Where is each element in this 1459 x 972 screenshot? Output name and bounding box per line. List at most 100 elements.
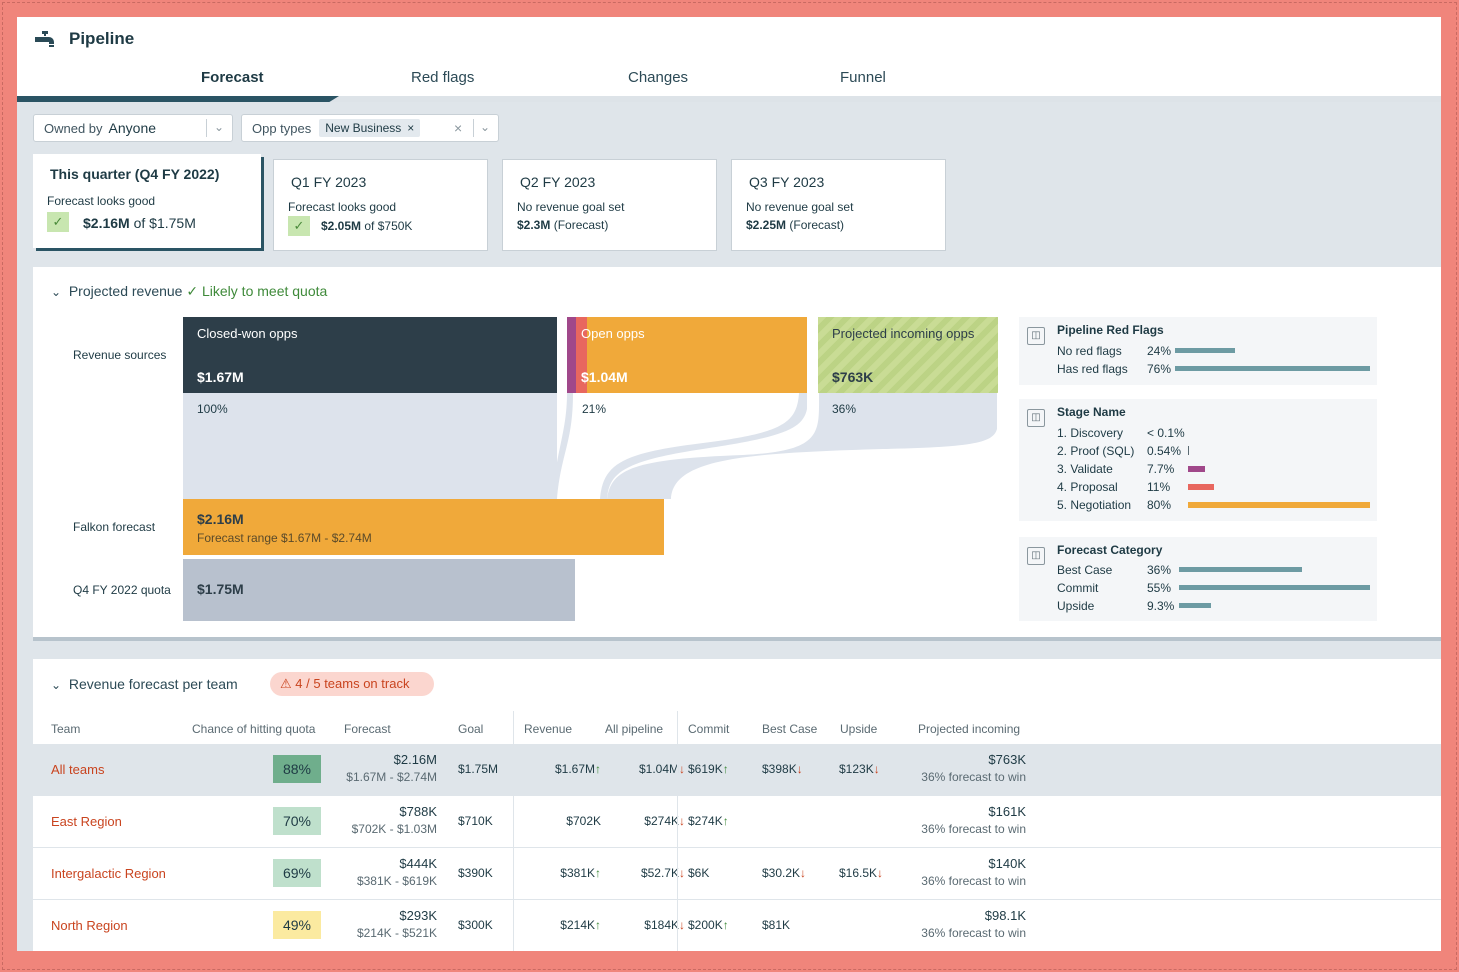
tab-funnel[interactable]: Funnel xyxy=(840,69,886,86)
arrow-up-icon: ↑ xyxy=(595,762,601,776)
pipeline-cell: $274K↓ xyxy=(593,814,685,828)
stage-name-card[interactable]: ◫ Stage Name 1. Discovery < 0.1% 2. Proo… xyxy=(1019,399,1377,521)
red-flags-item-bar xyxy=(1175,366,1370,371)
arrow-up-icon: ↑ xyxy=(722,918,729,932)
tab-red-flags[interactable]: Red flags xyxy=(411,69,475,86)
quarter-status: Forecast looks good xyxy=(288,200,397,214)
quarter-card-q2[interactable]: Q2 FY 2023 No revenue goal set $2.3M (Fo… xyxy=(502,159,717,251)
chevron-down-icon[interactable]: ⌄ xyxy=(51,285,62,299)
falkon-forecast-value: $2.16M xyxy=(197,511,244,527)
best-case-cell: $398K↓ xyxy=(762,762,803,776)
chevron-down-icon[interactable]: ⌄ xyxy=(214,120,225,134)
chance-badge: 49% xyxy=(273,911,321,939)
forecast-range: $1.67M - $2.74M xyxy=(346,770,437,784)
col-upside[interactable]: Upside xyxy=(840,722,878,736)
tab-active-indicator xyxy=(17,96,339,102)
revenue-value: $214K xyxy=(560,918,595,932)
quarter-value-line: $2.05M of $750K xyxy=(321,219,412,233)
col-best-case[interactable]: Best Case xyxy=(762,722,818,736)
quarter-card-q1[interactable]: Q1 FY 2023 Forecast looks good ✓ $2.05M … xyxy=(273,159,488,251)
table-row[interactable]: Intergalactic Region 69% $444K $381K - $619… xyxy=(33,848,1441,900)
quarter-card-q4[interactable]: This quarter (Q4 FY 2022) Forecast looks… xyxy=(33,154,261,248)
open-opps-segment-validate xyxy=(567,317,576,393)
projected-incoming-pct: 36% xyxy=(832,402,857,416)
tab-changes[interactable]: Changes xyxy=(628,69,689,86)
incoming-value: $140K xyxy=(988,856,1026,871)
projected-incoming-block[interactable]: Projected incoming opps $763K xyxy=(818,317,998,393)
chevron-down-icon[interactable]: ⌄ xyxy=(51,678,62,692)
chance-badge: 88% xyxy=(273,755,321,783)
filter-divider xyxy=(206,119,207,137)
pipeline-value: $1.04M xyxy=(638,762,679,776)
red-flags-item-value: 24% xyxy=(1147,344,1172,358)
quarter-status: No revenue goal set xyxy=(746,200,854,214)
clear-icon[interactable]: × xyxy=(454,120,463,136)
pipeline-cell: $184K↓ xyxy=(593,918,685,932)
upside-value: $123K xyxy=(839,762,874,776)
team-name[interactable]: East Region xyxy=(51,814,122,829)
opp-types-filter[interactable]: Opp types New Business × × ⌄ xyxy=(241,114,499,142)
revenue-cell: $381K↑ xyxy=(513,866,601,880)
red-flags-card[interactable]: ◫ Pipeline Red Flags No red flags 24% Ha… xyxy=(1019,317,1377,385)
table-row[interactable]: North Region 49% $293K $214K - $521K $300K $2… xyxy=(33,900,1441,951)
commit-cell: $619K↑ xyxy=(688,762,729,776)
commit-value: $619K xyxy=(688,762,723,776)
owned-by-label: Owned by xyxy=(44,120,103,136)
open-opps-label: Open opps xyxy=(581,326,645,341)
stage-item-label: 3. Validate xyxy=(1057,462,1113,476)
faucet-icon xyxy=(35,31,54,47)
forecast-value: $444K xyxy=(399,856,437,871)
forecast-category-card[interactable]: ◫ Forecast Category Best Case 36% Commit… xyxy=(1019,537,1377,621)
revenue-value: $702K xyxy=(566,814,601,828)
col-goal[interactable]: Goal xyxy=(458,722,484,736)
col-projected-incoming[interactable]: Projected incoming xyxy=(918,722,1021,736)
panel-divider xyxy=(33,637,1441,641)
open-opps-block[interactable]: Open opps $1.04M xyxy=(567,317,807,393)
team-name[interactable]: Intergalactic Region xyxy=(51,866,166,881)
check-icon: ✓ xyxy=(288,216,310,236)
quarter-status: No revenue goal set xyxy=(517,200,625,214)
quarter-title: Q1 FY 2023 xyxy=(291,174,367,190)
category-item-bar xyxy=(1179,603,1211,608)
best-case-cell: $81K xyxy=(762,918,790,932)
team-name[interactable]: North Region xyxy=(51,918,128,933)
team-forecast-heading[interactable]: ⌄ Revenue forecast per team xyxy=(51,676,238,692)
owned-by-filter[interactable]: Owned by Anyone ⌄ xyxy=(33,114,233,142)
quarter-card-q3[interactable]: Q3 FY 2023 No revenue goal set $2.25M (F… xyxy=(731,159,946,251)
falkon-forecast-block[interactable]: $2.16M Forecast range $1.67M - $2.74M xyxy=(183,499,664,555)
col-team[interactable]: Team xyxy=(51,722,81,736)
quota-block[interactable]: $1.75M xyxy=(183,559,575,621)
col-forecast[interactable]: Forecast xyxy=(344,722,391,736)
chevron-down-icon[interactable]: ⌄ xyxy=(480,120,491,134)
quarter-value: $2.05M xyxy=(321,219,362,233)
incoming-sub: 36% forecast to win xyxy=(921,822,1026,836)
tab-forecast[interactable]: Forecast xyxy=(201,69,264,86)
team-name[interactable]: All teams xyxy=(51,762,105,777)
col-all-pipeline[interactable]: All pipeline xyxy=(605,722,664,736)
table-row[interactable]: All teams 88% $2.16M $1.67M - $2.74M $1.75M $… xyxy=(33,744,1441,796)
stage-item-bar xyxy=(1188,466,1205,472)
chip-remove-icon[interactable]: × xyxy=(407,121,415,135)
stage-item-label: 1. Discovery xyxy=(1057,426,1124,440)
category-title: Forecast Category xyxy=(1057,543,1163,557)
arrow-down-icon: ↓ xyxy=(796,762,803,776)
projected-revenue-heading[interactable]: ⌄ Projected revenue ✓ Likely to meet quo… xyxy=(51,283,327,300)
teams-on-track-badge: ⚠ 4 / 5 teams on track xyxy=(270,672,434,696)
table-row[interactable]: East Region 70% $788K $702K - $1.03M $710K $7… xyxy=(33,796,1441,848)
commit-cell: $274K↑ xyxy=(688,814,729,828)
stage-item-value: 80% xyxy=(1147,498,1172,512)
revenue-value: $381K xyxy=(560,866,595,880)
col-commit[interactable]: Commit xyxy=(688,722,730,736)
pipeline-value: $52.7K xyxy=(640,866,679,880)
arrow-up-icon: ↑ xyxy=(722,814,729,828)
category-item-value: 36% xyxy=(1147,563,1172,577)
closed-won-block[interactable]: Closed-won opps $1.67M xyxy=(183,317,557,393)
forecast-range: $381K - $619K xyxy=(356,874,437,888)
best-case-value: $30.2K xyxy=(762,866,801,880)
chart-icon: ◫ xyxy=(1027,409,1045,427)
tab-bar-track xyxy=(17,96,1441,102)
col-chance[interactable]: Chance of hitting quota xyxy=(192,722,316,736)
falkon-forecast-range: Forecast range $1.67M - $2.74M xyxy=(197,531,372,545)
upside-cell: $16.5K↓ xyxy=(839,866,883,880)
col-revenue[interactable]: Revenue xyxy=(524,722,573,736)
